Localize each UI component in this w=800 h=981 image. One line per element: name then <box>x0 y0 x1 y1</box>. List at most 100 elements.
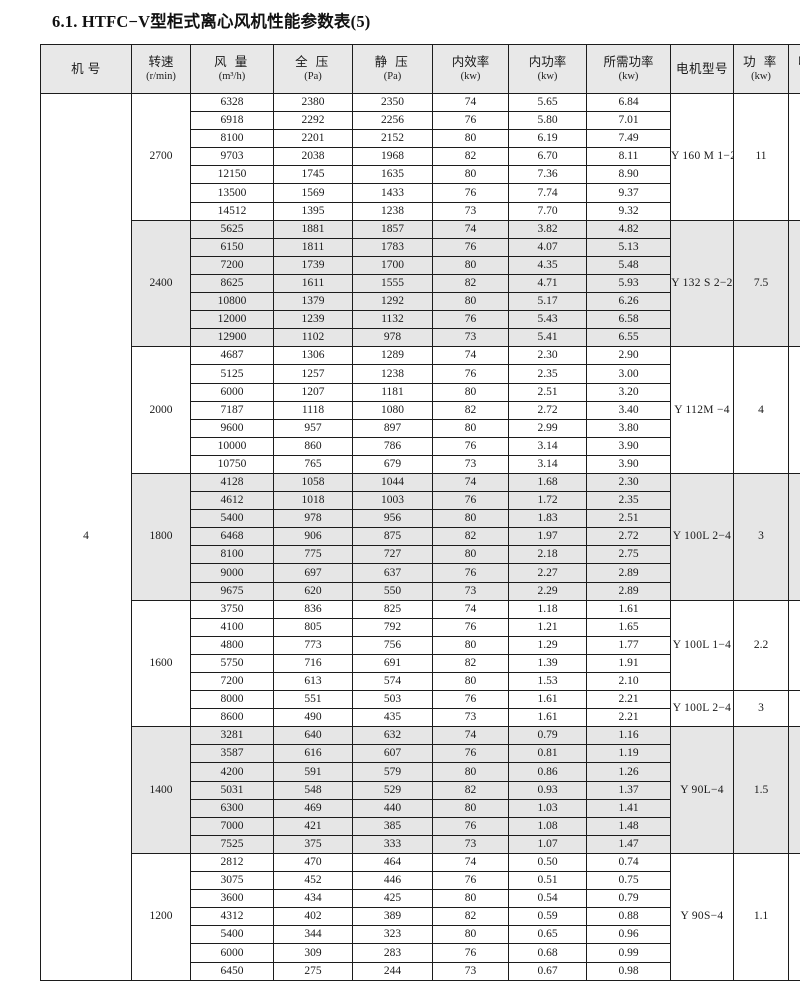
cell-internal-power: 1.97 <box>509 528 587 546</box>
cell-static-pressure: 503 <box>353 691 433 709</box>
col-header-label: 风 量 <box>191 55 273 69</box>
cell-required-power: 7.49 <box>587 130 671 148</box>
cell-internal-power: 4.71 <box>509 274 587 292</box>
cell-static-pressure: 1044 <box>353 473 433 491</box>
cell-required-power: 1.65 <box>587 618 671 636</box>
cell-required-power: 0.74 <box>587 853 671 871</box>
cell-static-pressure: 1238 <box>353 365 433 383</box>
cell-static-pressure: 244 <box>353 962 433 980</box>
cell-speed: 2700 <box>132 94 191 221</box>
cell-air-flow: 7000 <box>191 817 274 835</box>
table-header: 机 号转速(r/min)风 量(m³/h)全 压(Pa)静 压(Pa)内效率(k… <box>41 45 800 94</box>
cell-internal-power: 1.83 <box>509 510 587 528</box>
cell-internal-efficiency: 76 <box>433 184 509 202</box>
cell-speed: 1600 <box>132 600 191 727</box>
cell-internal-efficiency: 82 <box>433 781 509 799</box>
cell-total-pressure: 2380 <box>274 94 353 112</box>
cell-total-pressure: 906 <box>274 528 353 546</box>
cell-air-flow: 14512 <box>191 202 274 220</box>
col-header-required-power: 所需功率(kw) <box>587 45 671 94</box>
cell-air-flow: 4100 <box>191 618 274 636</box>
cell-air-flow: 10800 <box>191 293 274 311</box>
cell-internal-efficiency: 74 <box>433 94 509 112</box>
cell-total-pressure: 309 <box>274 944 353 962</box>
fan-performance-table: 机 号转速(r/min)风 量(m³/h)全 压(Pa)静 压(Pa)内效率(k… <box>40 44 800 981</box>
cell-internal-efficiency: 82 <box>433 401 509 419</box>
cell-air-flow: 4687 <box>191 347 274 365</box>
cell-static-pressure: 2350 <box>353 94 433 112</box>
cell-static-pressure: 875 <box>353 528 433 546</box>
cell-internal-power: 0.65 <box>509 926 587 944</box>
cell-required-power: 2.75 <box>587 546 671 564</box>
cell-internal-efficiency: 80 <box>433 763 509 781</box>
cell-internal-power: 2.72 <box>509 401 587 419</box>
cell-speed: 2000 <box>132 347 191 474</box>
cell-required-power: 5.48 <box>587 256 671 274</box>
col-header-label: 功 率 <box>734 55 788 69</box>
cell-required-power: 2.21 <box>587 709 671 727</box>
col-header-unit: (Pa) <box>274 71 352 83</box>
cell-static-pressure: 446 <box>353 872 433 890</box>
cell-internal-power: 1.53 <box>509 673 587 691</box>
cell-required-power: 9.37 <box>587 184 671 202</box>
cell-internal-efficiency: 80 <box>433 546 509 564</box>
cell-internal-power: 7.74 <box>509 184 587 202</box>
cell-total-pressure: 2038 <box>274 148 353 166</box>
cell-internal-power: 1.21 <box>509 618 587 636</box>
col-header-unit: (kw) <box>587 71 670 83</box>
cell-rated-power: 2.2 <box>734 600 789 690</box>
cell-internal-efficiency: 80 <box>433 890 509 908</box>
cell-rated-power: 1.1 <box>734 853 789 980</box>
header-row: 机 号转速(r/min)风 量(m³/h)全 压(Pa)静 压(Pa)内效率(k… <box>41 45 800 94</box>
cell-internal-efficiency: 80 <box>433 926 509 944</box>
cell-motor-model: Y 112M −4 <box>671 347 734 474</box>
cell-internal-power: 1.18 <box>509 600 587 618</box>
cell-total-pressure: 613 <box>274 673 353 691</box>
col-header-label: 机 号 <box>41 62 131 76</box>
cell-air-flow: 4612 <box>191 492 274 510</box>
cell-internal-efficiency: 80 <box>433 636 509 654</box>
cell-internal-power: 2.30 <box>509 347 587 365</box>
cell-air-flow: 10750 <box>191 455 274 473</box>
cell-required-power: 2.89 <box>587 582 671 600</box>
cell-air-flow: 7187 <box>191 401 274 419</box>
cell-internal-power: 2.27 <box>509 564 587 582</box>
cell-total-pressure: 1811 <box>274 238 353 256</box>
col-header-air-flow: 风 量(m³/h) <box>191 45 274 94</box>
cell-required-power: 6.26 <box>587 293 671 311</box>
cell-required-power: 3.00 <box>587 365 671 383</box>
cell-air-flow: 10000 <box>191 437 274 455</box>
cell-required-power: 8.11 <box>587 148 671 166</box>
cell-internal-efficiency: 80 <box>433 256 509 274</box>
cell-total-pressure: 697 <box>274 564 353 582</box>
cell-required-power: 3.90 <box>587 455 671 473</box>
cell-required-power: 1.19 <box>587 745 671 763</box>
cell-internal-power: 7.70 <box>509 202 587 220</box>
cell-motor-model: Y 100L 2−4 <box>671 691 734 727</box>
cell-total-pressure: 591 <box>274 763 353 781</box>
cell-rated-power: 3 <box>734 691 789 727</box>
cell-required-power: 0.99 <box>587 944 671 962</box>
cell-static-pressure: 637 <box>353 564 433 582</box>
cell-internal-power: 3.14 <box>509 455 587 473</box>
cell-air-flow: 9675 <box>191 582 274 600</box>
cell-static-pressure: 385 <box>353 817 433 835</box>
cell-internal-power: 0.50 <box>509 853 587 871</box>
cell-air-flow: 3750 <box>191 600 274 618</box>
cell-static-pressure: 529 <box>353 781 433 799</box>
cell-internal-power: 6.19 <box>509 130 587 148</box>
cell-static-pressure: 389 <box>353 908 433 926</box>
cell-air-flow: 8000 <box>191 691 274 709</box>
cell-rated-power: 7.5 <box>734 220 789 347</box>
cell-static-pressure: 323 <box>353 926 433 944</box>
cell-internal-efficiency: 82 <box>433 654 509 672</box>
cell-static-pressure: 956 <box>353 510 433 528</box>
cell-total-pressure: 452 <box>274 872 353 890</box>
cell-static-pressure: 691 <box>353 654 433 672</box>
cell-internal-power: 0.86 <box>509 763 587 781</box>
cell-total-pressure: 469 <box>274 799 353 817</box>
cell-air-flow: 2812 <box>191 853 274 871</box>
cell-internal-power: 0.93 <box>509 781 587 799</box>
